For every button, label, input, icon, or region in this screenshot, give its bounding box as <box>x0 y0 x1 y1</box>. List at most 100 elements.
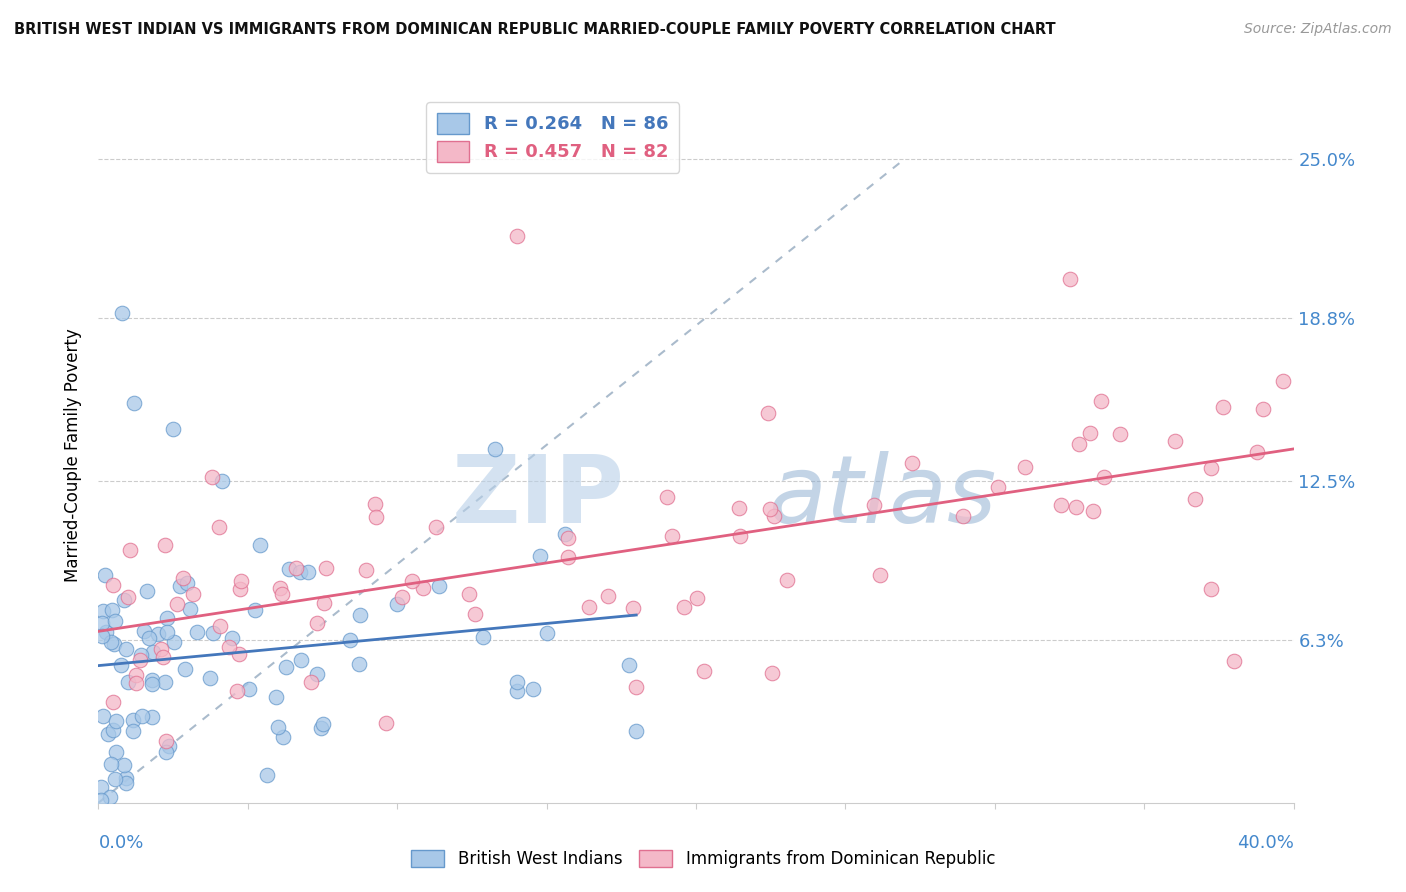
Point <box>364 509 387 524</box>
Point <box>90 793 112 807</box>
Point <box>1109 426 1132 441</box>
Point <box>218 640 240 654</box>
Point <box>277 562 299 576</box>
Point <box>987 480 1010 494</box>
Point <box>226 683 249 698</box>
Point <box>273 730 295 744</box>
Point <box>121 713 143 727</box>
Point <box>758 406 780 420</box>
Point <box>339 633 361 648</box>
Point <box>1014 460 1036 475</box>
Point <box>94 568 117 582</box>
Point <box>105 745 128 759</box>
Point <box>138 631 160 645</box>
Point <box>152 650 174 665</box>
Point <box>285 560 308 574</box>
Point <box>269 581 291 595</box>
Point <box>201 470 224 484</box>
Point <box>529 549 551 564</box>
Point <box>202 626 225 640</box>
Legend: British West Indians, Immigrants from Dominican Republic: British West Indians, Immigrants from Do… <box>405 843 1001 875</box>
Point <box>166 597 188 611</box>
Point <box>1199 460 1222 475</box>
Point <box>209 618 232 632</box>
Point <box>1251 402 1274 417</box>
Point <box>305 667 328 681</box>
Point <box>156 610 179 624</box>
Point <box>264 690 287 705</box>
Point <box>299 675 322 690</box>
Point <box>596 589 619 603</box>
Point <box>1223 654 1246 668</box>
Point <box>125 676 148 690</box>
Point <box>457 586 479 600</box>
Point <box>1050 498 1073 512</box>
Point <box>141 677 163 691</box>
Point <box>141 710 163 724</box>
Point <box>153 538 176 552</box>
Point <box>112 757 135 772</box>
Point <box>776 573 799 587</box>
Point <box>315 561 337 575</box>
Point <box>1246 444 1268 458</box>
Point <box>211 475 233 489</box>
Point <box>554 527 576 541</box>
Point <box>578 599 600 614</box>
Point <box>412 581 434 595</box>
Point <box>156 624 179 639</box>
Point <box>471 630 494 644</box>
Point <box>100 635 122 649</box>
Point <box>349 657 371 672</box>
Point <box>128 653 150 667</box>
Point <box>1092 470 1115 484</box>
Point <box>1271 374 1294 388</box>
Point <box>626 723 648 738</box>
Point <box>536 626 558 640</box>
Point <box>312 596 335 610</box>
Point <box>176 576 198 591</box>
Point <box>464 607 486 621</box>
Point <box>312 717 335 731</box>
Point <box>129 648 152 662</box>
Point <box>249 538 271 552</box>
Point <box>952 508 974 523</box>
Point <box>1212 400 1234 414</box>
Point <box>728 500 751 515</box>
Point <box>693 664 716 678</box>
Point <box>229 582 252 596</box>
Y-axis label: Married-Couple Family Poverty: Married-Couple Family Poverty <box>65 328 83 582</box>
Point <box>125 668 148 682</box>
Point <box>94 624 117 639</box>
Point <box>103 637 125 651</box>
Point <box>505 684 527 698</box>
Point <box>122 723 145 738</box>
Point <box>97 726 120 740</box>
Point <box>103 723 125 737</box>
Point <box>114 771 136 785</box>
Point <box>686 591 709 606</box>
Point <box>110 658 132 673</box>
Point <box>364 497 387 511</box>
Point <box>186 624 208 639</box>
Point <box>245 603 267 617</box>
Point <box>522 682 544 697</box>
Text: Source: ZipAtlas.com: Source: ZipAtlas.com <box>1244 22 1392 37</box>
Point <box>1164 434 1187 448</box>
Point <box>149 642 172 657</box>
Point <box>228 647 250 661</box>
Point <box>1078 425 1101 440</box>
Point <box>621 600 644 615</box>
Point <box>385 597 408 611</box>
Point <box>506 228 529 243</box>
Point <box>661 529 683 543</box>
Point <box>626 680 648 694</box>
Point <box>90 629 112 643</box>
Point <box>155 674 177 689</box>
Point <box>90 780 112 794</box>
Point <box>1184 492 1206 507</box>
Text: 0.0%: 0.0% <box>98 834 143 852</box>
Point <box>267 721 290 735</box>
Point <box>221 631 243 645</box>
Point <box>391 591 413 605</box>
Point <box>1059 272 1081 286</box>
